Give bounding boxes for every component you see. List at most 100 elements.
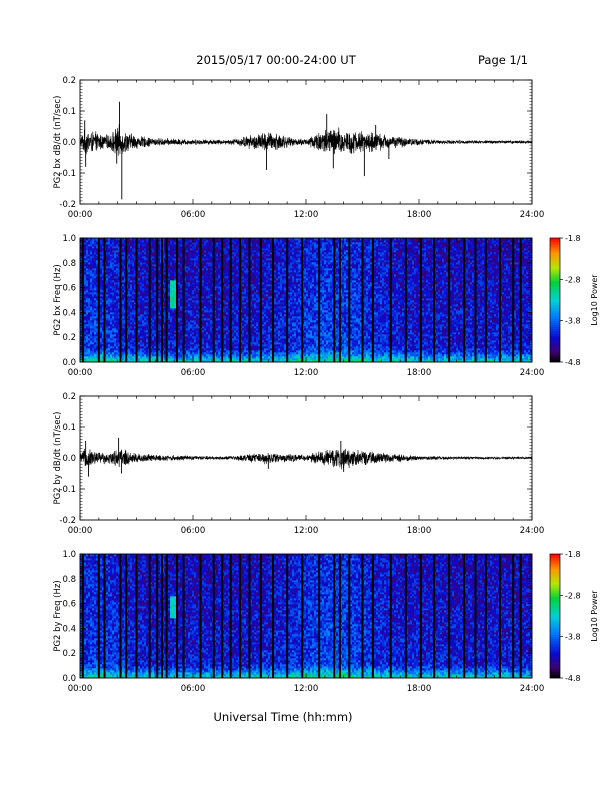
data-gap-line bbox=[166, 238, 168, 362]
colorbar-label: Log10 Power bbox=[590, 590, 599, 642]
colorbar-tick-label: -2.8 bbox=[565, 591, 581, 600]
y-tick-label: 0.1 bbox=[62, 107, 76, 117]
data-gap-line bbox=[286, 554, 288, 678]
y-tick-label: 0.0 bbox=[62, 138, 76, 148]
data-gap-line bbox=[103, 554, 105, 678]
data-gap-line bbox=[239, 238, 241, 362]
x-tick-label: 06:00 bbox=[181, 368, 206, 378]
data-gap-line bbox=[463, 554, 465, 678]
data-gap-line bbox=[348, 238, 350, 362]
data-gap-line bbox=[176, 554, 178, 678]
colorbar-label: Log10 Power bbox=[590, 274, 599, 326]
y-axis-label: PG2 bx Freq (Hz) bbox=[53, 264, 63, 335]
data-gap-line bbox=[119, 238, 121, 362]
x-tick-label: 06:00 bbox=[181, 526, 206, 536]
x-tick-label: 06:00 bbox=[181, 684, 206, 694]
data-gap-line bbox=[333, 238, 335, 362]
data-gap-line bbox=[119, 554, 121, 678]
x-tick-label: 24:00 bbox=[520, 368, 545, 378]
data-gap-line bbox=[272, 554, 274, 678]
data-gap-line bbox=[475, 238, 477, 362]
x-tick-label: 24:00 bbox=[520, 684, 545, 694]
y-tick-label: 0.0 bbox=[62, 454, 76, 464]
by-dbdt-panel: 00:00 06:00 12:00 18:00 24:00-0.2-0.10.00.10… bbox=[53, 392, 544, 536]
x-tick-label: 00:00 bbox=[68, 526, 93, 536]
y-axis-label: PG2 by dB/dt (nT/sec) bbox=[53, 412, 63, 505]
data-gap-line bbox=[260, 554, 262, 678]
data-gap-line bbox=[183, 238, 185, 362]
data-gap-line bbox=[348, 554, 350, 678]
data-gap-line bbox=[156, 554, 158, 678]
data-gap-line bbox=[286, 238, 288, 362]
data-gap-line bbox=[166, 554, 168, 678]
data-gap-line bbox=[183, 554, 185, 678]
data-gap-line bbox=[485, 238, 487, 362]
data-gap-line bbox=[433, 554, 435, 678]
data-gap-line bbox=[301, 238, 303, 362]
data-gap-line bbox=[499, 238, 501, 362]
data-gap-line bbox=[136, 238, 138, 362]
colorbar-tick-label: -1.8 bbox=[565, 550, 581, 559]
data-gap-line bbox=[213, 554, 215, 678]
y-tick-label: 0.4 bbox=[62, 624, 76, 634]
y-tick-label: 0.8 bbox=[62, 259, 76, 269]
y-tick-label: -0.2 bbox=[59, 200, 76, 210]
bx-dbdt-panel: 00:00 06:00 12:00 18:00 24:00-0.2-0.10.00.10… bbox=[53, 76, 544, 220]
y-tick-label: 0.6 bbox=[62, 284, 76, 294]
dbdt-trace bbox=[80, 449, 532, 470]
data-gap-line bbox=[156, 238, 158, 362]
y-tick-label: -0.2 bbox=[59, 516, 76, 526]
data-gap-line bbox=[161, 554, 163, 678]
x-tick-label: 18:00 bbox=[407, 210, 432, 220]
data-gap-line bbox=[372, 238, 374, 362]
data-gap-line bbox=[301, 554, 303, 678]
data-gap-line bbox=[249, 238, 251, 362]
y-tick-label: 0.0 bbox=[62, 358, 76, 368]
y-tick-label: 0.2 bbox=[62, 333, 76, 343]
x-tick-label: 12:00 bbox=[294, 210, 319, 220]
data-gap-line bbox=[98, 238, 100, 362]
data-gap-line bbox=[512, 554, 514, 678]
colorbar-tick-label: -2.8 bbox=[565, 275, 581, 284]
colorbar-tick-label: -1.8 bbox=[565, 234, 581, 243]
x-tick-label: 18:00 bbox=[407, 684, 432, 694]
data-gap-line bbox=[260, 238, 262, 362]
data-gap-line bbox=[405, 554, 407, 678]
x-tick-label: 12:00 bbox=[294, 684, 319, 694]
y-tick-label: 0.8 bbox=[62, 575, 76, 585]
dbdt-trace bbox=[80, 124, 532, 156]
data-gap-line bbox=[390, 554, 392, 678]
x-tick-label: 24:00 bbox=[520, 526, 545, 536]
x-tick-label: 00:00 bbox=[68, 210, 93, 220]
x-tick-label: 18:00 bbox=[407, 526, 432, 536]
data-gap-line bbox=[448, 238, 450, 362]
colorbar-tick-label: -4.8 bbox=[565, 358, 581, 367]
data-gap-line bbox=[405, 238, 407, 362]
data-gap-line bbox=[176, 238, 178, 362]
x-tick-label: 18:00 bbox=[407, 368, 432, 378]
data-gap-line bbox=[149, 238, 151, 362]
data-gap-line bbox=[200, 554, 202, 678]
x-tick-label: 06:00 bbox=[181, 210, 206, 220]
data-gap-line bbox=[362, 554, 364, 678]
data-gap-line bbox=[213, 238, 215, 362]
date-range-title: 2015/05/17 00:00-24:00 UT bbox=[196, 53, 356, 67]
data-gap-line bbox=[448, 554, 450, 678]
data-gap-line bbox=[125, 238, 127, 362]
data-gap-line bbox=[230, 554, 232, 678]
y-tick-label: 1.0 bbox=[62, 234, 76, 244]
y-axis-label: PG2 by Freq (Hz) bbox=[53, 580, 63, 651]
y-tick-label: 0.2 bbox=[62, 649, 76, 659]
data-gap-line bbox=[372, 554, 374, 678]
data-gap-line bbox=[249, 554, 251, 678]
data-gap-line bbox=[339, 238, 341, 362]
data-gap-line bbox=[221, 554, 223, 678]
data-gap-line bbox=[161, 238, 163, 362]
data-gap-line bbox=[98, 554, 100, 678]
data-gap-line bbox=[433, 238, 435, 362]
y-tick-label: 0.2 bbox=[62, 392, 76, 402]
